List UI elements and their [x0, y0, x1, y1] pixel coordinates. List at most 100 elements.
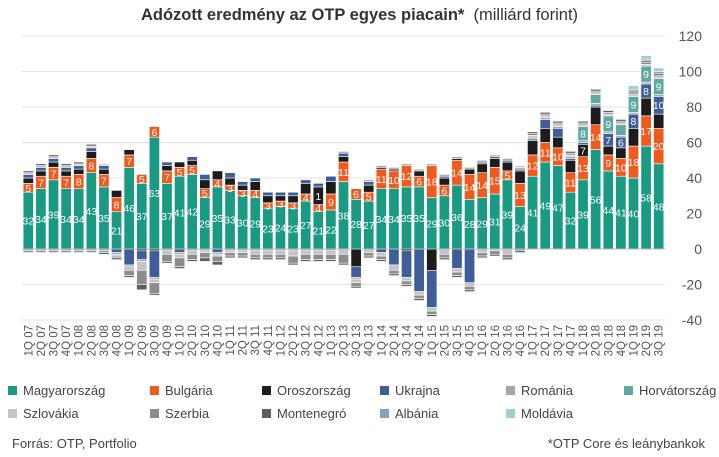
data-label: 9 [605, 158, 611, 170]
legend-item: Moldávia [506, 406, 573, 421]
bar-segment [186, 250, 198, 255]
bar-segment [123, 248, 135, 266]
legend-swatch [380, 386, 389, 395]
x-tick-label: 1Q 18 [578, 325, 590, 356]
bar-segment [60, 170, 72, 177]
bar-segment [413, 291, 425, 296]
x-tick-label: 4Q 12 [313, 325, 325, 356]
data-label: 12 [401, 171, 413, 183]
legend-swatch [506, 386, 515, 395]
bar-segment [426, 269, 438, 308]
bar-segment [22, 170, 34, 173]
bar-segment [602, 110, 614, 113]
bar-segment [476, 159, 488, 163]
y-tick-label: 80 [686, 99, 702, 115]
bar-segment [325, 259, 337, 262]
bar-segment [628, 128, 639, 147]
y-tick-label: 40 [686, 170, 702, 186]
bar-segment [438, 177, 450, 186]
bar-segment [136, 284, 148, 291]
bar-segment [161, 261, 173, 264]
x-tick-label: 4Q 16 [515, 325, 527, 356]
bar-segment [136, 250, 148, 260]
data-label: 3 [290, 201, 296, 213]
data-label: 32 [565, 216, 577, 228]
bar-segment [413, 168, 425, 172]
x-tick-label: 2Q 07 [36, 325, 48, 356]
bar-segment [287, 262, 299, 266]
bar-segment [325, 181, 337, 195]
data-label: 4 [252, 189, 258, 201]
bar-segment [401, 280, 413, 285]
legend-label: Oroszország [277, 383, 351, 398]
data-label: 3 [265, 201, 271, 213]
data-label: 5 [366, 192, 372, 204]
data-label: 31 [489, 216, 501, 228]
data-label: 29 [199, 218, 211, 230]
bar-segment [161, 254, 173, 262]
bar-segment [287, 255, 299, 264]
bar-segment [237, 181, 249, 186]
legend-swatch [380, 409, 389, 418]
source-note: Forrás: OTP, Portfolio [12, 436, 137, 451]
x-tick-label: 3Q 07 [49, 325, 61, 356]
bar-segment [35, 170, 47, 177]
bar-segment [224, 252, 236, 257]
bar-segment [338, 254, 349, 264]
data-label: 47 [552, 202, 564, 214]
data-label: 5 [177, 167, 183, 179]
data-label: 7 [63, 177, 69, 189]
bar-segment [426, 314, 438, 317]
data-label: 11 [540, 147, 551, 159]
data-label: 34 [60, 214, 72, 226]
data-label: 29 [426, 218, 438, 230]
data-label: 22 [325, 224, 337, 236]
data-label: 14 [590, 132, 602, 144]
bar-segment [161, 161, 173, 166]
data-label: 12 [527, 161, 539, 173]
x-tick-label: 2Q 16 [490, 325, 502, 356]
bar-segment [438, 174, 450, 177]
legend-swatch [262, 409, 271, 418]
data-label: 5 [25, 183, 31, 195]
bar-segment [237, 184, 249, 191]
bar-segment [300, 259, 312, 262]
data-label: 34 [35, 214, 47, 226]
data-label: 46 [123, 203, 135, 215]
data-label: 7 [101, 176, 107, 188]
bar-segment [388, 248, 400, 266]
legend-item: Horvátország [624, 383, 716, 398]
bar-segment [325, 254, 337, 260]
bar-segment [464, 167, 476, 170]
x-tick-label: 4Q 18 [616, 325, 628, 356]
data-label: 34 [388, 214, 400, 226]
data-label: 27 [300, 220, 312, 232]
bar-segment [602, 145, 614, 156]
bar-segment [363, 179, 375, 182]
bar-segment [489, 158, 501, 168]
bar-segment [199, 252, 211, 259]
data-label: 5 [504, 170, 510, 182]
data-label: 48 [653, 201, 665, 213]
bar-segment [338, 151, 349, 154]
data-label: 8 [114, 200, 120, 212]
x-tick-label: 1Q 07 [23, 325, 35, 356]
x-tick-label: 2Q 17 [540, 325, 552, 356]
x-tick-label: 3Q 08 [99, 325, 111, 356]
bar-segment [73, 165, 85, 170]
bar-segment [489, 154, 501, 158]
bar-segment [338, 156, 349, 163]
bar-segment [514, 165, 526, 168]
data-label: 13 [514, 190, 526, 202]
bar-segment [476, 255, 488, 259]
bar-segment [22, 174, 34, 179]
bar-segment [300, 183, 312, 195]
bar-segment [249, 257, 261, 260]
bar-segment [401, 277, 413, 282]
bar-segment [539, 112, 551, 115]
stacked-bar-chart: -40-200204060801001203253473973473484383… [22, 28, 702, 356]
bar-segment [174, 257, 186, 268]
bar-segment [85, 250, 97, 253]
bar-segment [564, 151, 576, 154]
data-label: 4 [315, 203, 321, 215]
